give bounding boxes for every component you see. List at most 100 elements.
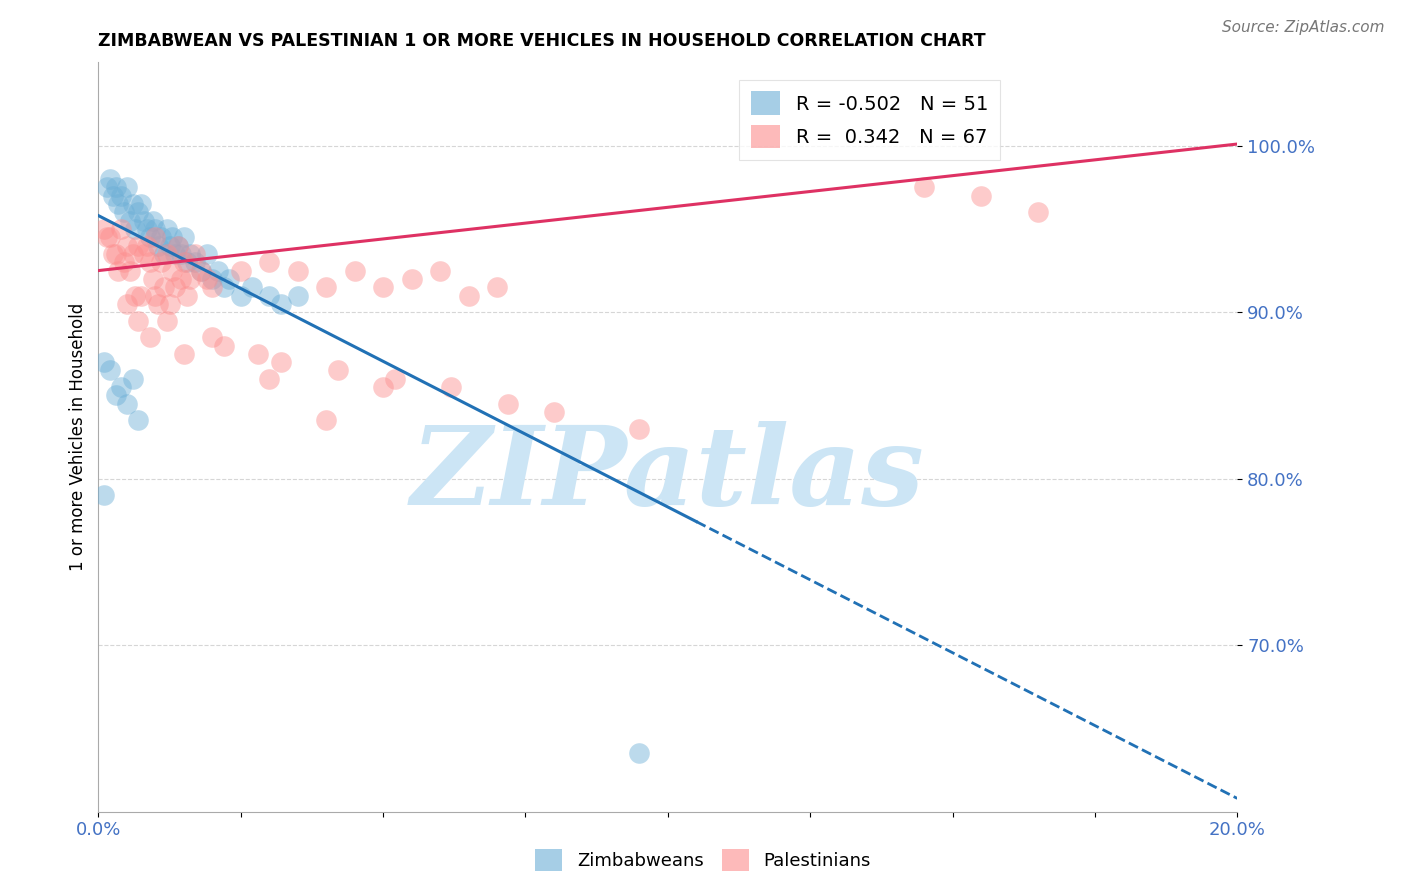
Point [628, 422, 651, 436]
Point [201, 330, 224, 344]
Point [101, 188, 124, 202]
Point [104, 247, 127, 261]
Point [159, 297, 181, 311]
Point [371, 280, 394, 294]
Legend: Zimbabweans, Palestinians: Zimbabweans, Palestinians [529, 842, 877, 879]
Point [190, 263, 212, 277]
Point [135, 222, 157, 236]
Point [176, 255, 198, 269]
Point [138, 330, 160, 344]
Point [98, 230, 121, 244]
Point [167, 238, 190, 252]
Point [1026, 205, 1049, 219]
Point [107, 197, 129, 211]
Point [343, 263, 366, 277]
Point [150, 230, 173, 244]
Point [170, 272, 193, 286]
Point [287, 263, 309, 277]
Point [218, 272, 240, 286]
Point [115, 180, 138, 194]
Point [371, 380, 394, 394]
Point [98, 172, 121, 186]
Point [101, 247, 124, 261]
Point [179, 247, 201, 261]
Point [132, 247, 155, 261]
Point [138, 255, 160, 269]
Point [259, 288, 281, 302]
Point [138, 230, 160, 244]
Point [121, 197, 143, 211]
Point [153, 280, 176, 294]
Point [176, 288, 198, 302]
Point [118, 213, 141, 227]
Point [112, 255, 135, 269]
Text: ZIPatlas: ZIPatlas [411, 421, 925, 528]
Point [96, 230, 118, 244]
Point [110, 188, 132, 202]
Point [401, 272, 423, 286]
Point [270, 297, 292, 311]
Point [110, 380, 132, 394]
Point [148, 238, 170, 252]
Point [207, 263, 229, 277]
Point [165, 280, 187, 294]
Point [93, 355, 115, 369]
Point [93, 488, 115, 502]
Point [195, 247, 218, 261]
Point [287, 288, 309, 302]
Point [498, 397, 520, 411]
Point [96, 180, 118, 194]
Point [124, 288, 146, 302]
Point [270, 355, 292, 369]
Point [159, 238, 181, 252]
Point [162, 230, 184, 244]
Point [165, 247, 187, 261]
Point [127, 238, 149, 252]
Point [127, 205, 149, 219]
Point [190, 263, 212, 277]
Point [212, 280, 235, 294]
Point [229, 263, 252, 277]
Point [179, 272, 201, 286]
Point [115, 297, 138, 311]
Point [543, 405, 565, 419]
Point [127, 313, 149, 327]
Point [259, 255, 281, 269]
Point [145, 288, 167, 302]
Point [93, 222, 115, 236]
Point [201, 280, 224, 294]
Point [184, 247, 207, 261]
Y-axis label: 1 or more Vehicles in Household: 1 or more Vehicles in Household [69, 303, 87, 571]
Point [115, 397, 138, 411]
Point [118, 263, 141, 277]
Point [240, 280, 263, 294]
Point [173, 347, 195, 361]
Text: ZIMBABWEAN VS PALESTINIAN 1 OR MORE VEHICLES IN HOUSEHOLD CORRELATION CHART: ZIMBABWEAN VS PALESTINIAN 1 OR MORE VEHI… [98, 32, 986, 50]
Point [173, 255, 195, 269]
Point [195, 272, 218, 286]
Point [440, 380, 463, 394]
Point [384, 372, 406, 386]
Point [145, 230, 167, 244]
Point [135, 238, 157, 252]
Point [121, 247, 143, 261]
Point [150, 255, 173, 269]
Point [156, 313, 179, 327]
Point [141, 272, 163, 286]
Point [145, 222, 167, 236]
Point [129, 288, 152, 302]
Point [127, 413, 149, 427]
Point [156, 247, 179, 261]
Point [912, 180, 935, 194]
Point [115, 238, 138, 252]
Legend: R = -0.502   N = 51, R =  0.342   N = 67: R = -0.502 N = 51, R = 0.342 N = 67 [740, 79, 1000, 161]
Point [124, 222, 146, 236]
Point [167, 238, 190, 252]
Point [457, 288, 479, 302]
Point [173, 230, 195, 244]
Point [259, 372, 281, 386]
Point [156, 222, 179, 236]
Point [486, 280, 509, 294]
Point [110, 222, 132, 236]
Point [970, 188, 993, 202]
